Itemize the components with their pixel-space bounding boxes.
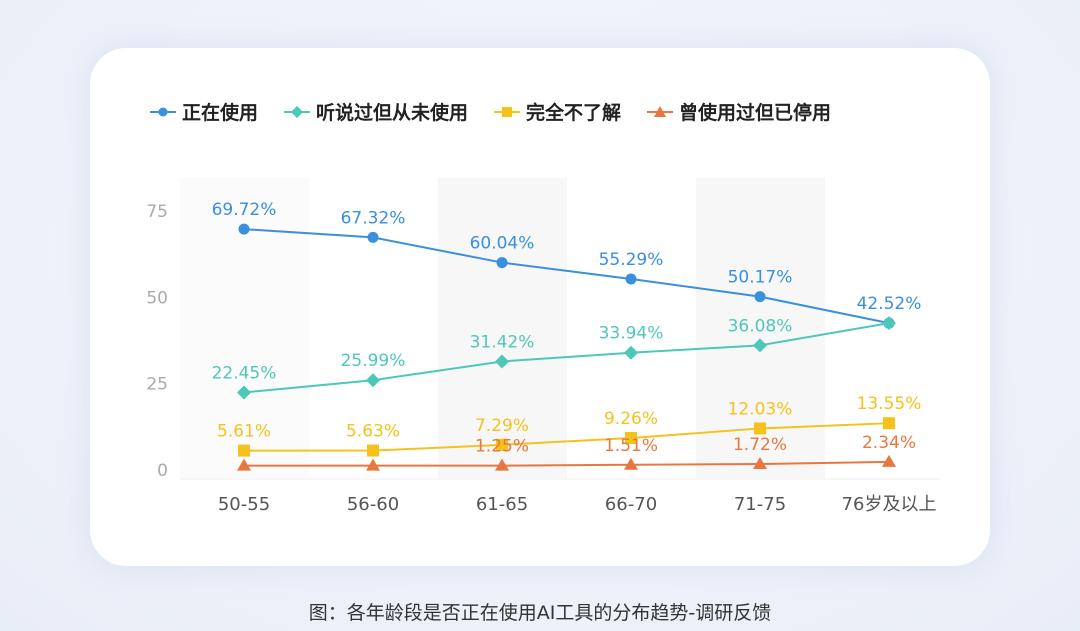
legend-label: 正在使用	[182, 102, 259, 124]
data-point	[367, 231, 379, 243]
data-point	[366, 373, 380, 388]
series-line-2	[243, 422, 890, 452]
data-point	[753, 457, 767, 470]
data-point	[238, 444, 250, 457]
data-label: 1.72%	[733, 435, 787, 455]
data-label: 7.29%	[475, 416, 529, 436]
square-marker-icon	[494, 106, 521, 117]
data-label: 69.72%	[212, 200, 277, 220]
series-line-1	[243, 322, 890, 394]
data-label: 1.25%	[475, 437, 529, 457]
x-tick-label: 71-75	[734, 494, 786, 515]
x-tick-label: 56-60	[347, 494, 399, 515]
x-tick-label: 76岁及以上	[842, 494, 937, 515]
circle-marker-icon	[150, 107, 176, 116]
data-point	[624, 457, 638, 470]
data-point	[625, 432, 637, 445]
data-point	[496, 257, 508, 269]
legend-item[interactable]: 听说过但从未使用	[284, 98, 468, 125]
data-point	[753, 338, 767, 353]
legend-item[interactable]: 曾使用过但已停用	[647, 98, 831, 125]
x-tick-label: 50-55	[218, 494, 270, 515]
legend-item[interactable]: 正在使用	[150, 98, 258, 125]
y-tick-label: 0	[157, 461, 168, 481]
diamond-marker-icon	[284, 105, 311, 118]
data-point	[754, 291, 766, 303]
background-band	[438, 178, 567, 478]
x-tick-label: 61-65	[476, 494, 528, 515]
y-tick-label: 50	[146, 288, 168, 308]
data-label: 60.04%	[470, 234, 535, 254]
data-point	[367, 444, 379, 457]
data-label: 12.03%	[728, 399, 793, 419]
data-point	[882, 454, 896, 467]
data-point	[495, 354, 509, 369]
data-label: 33.94%	[599, 324, 664, 344]
data-point	[366, 458, 380, 471]
chart-caption: 图：各年龄段是否正在使用AI工具的分布趋势-调研反馈	[308, 602, 772, 624]
data-point	[625, 273, 637, 285]
data-point	[237, 458, 251, 471]
data-point	[496, 438, 508, 451]
data-point	[238, 223, 250, 235]
legend-item[interactable]: 完全不了解	[494, 98, 621, 125]
data-point	[237, 385, 251, 400]
data-point	[624, 345, 638, 360]
legend: 正在使用 听说过但从未使用 完全不了解 曾使用过但已停用	[150, 98, 831, 125]
data-point	[882, 316, 896, 331]
data-label: 5.61%	[217, 422, 271, 442]
data-label: 9.26%	[604, 409, 658, 429]
series-line-3	[244, 460, 890, 467]
data-label: 50.17%	[728, 268, 793, 288]
legend-label: 听说过但从未使用	[316, 102, 469, 124]
triangle-marker-icon	[647, 105, 674, 117]
series-line-0	[243, 228, 890, 325]
y-tick-label: 75	[146, 202, 168, 222]
data-label: 13.55%	[857, 394, 922, 414]
data-label: 22.45%	[212, 363, 277, 383]
data-label: 31.42%	[470, 332, 535, 352]
legend-label: 曾使用过但已停用	[679, 102, 832, 124]
data-label: 5.63%	[346, 422, 400, 442]
data-label: 25.99%	[341, 351, 406, 371]
data-point	[495, 458, 509, 471]
data-label: 1.51%	[604, 436, 658, 456]
data-label: 55.29%	[599, 250, 664, 270]
y-tick-label: 25	[146, 375, 168, 395]
data-point	[754, 422, 766, 435]
data-label: 2.34%	[862, 433, 916, 453]
data-point	[883, 417, 895, 430]
x-tick-label: 66-70	[605, 494, 657, 515]
data-label: 36.08%	[728, 316, 793, 336]
data-label: 67.32%	[341, 208, 406, 228]
data-label: 42.52%	[857, 294, 922, 314]
legend-label: 完全不了解	[526, 102, 622, 124]
